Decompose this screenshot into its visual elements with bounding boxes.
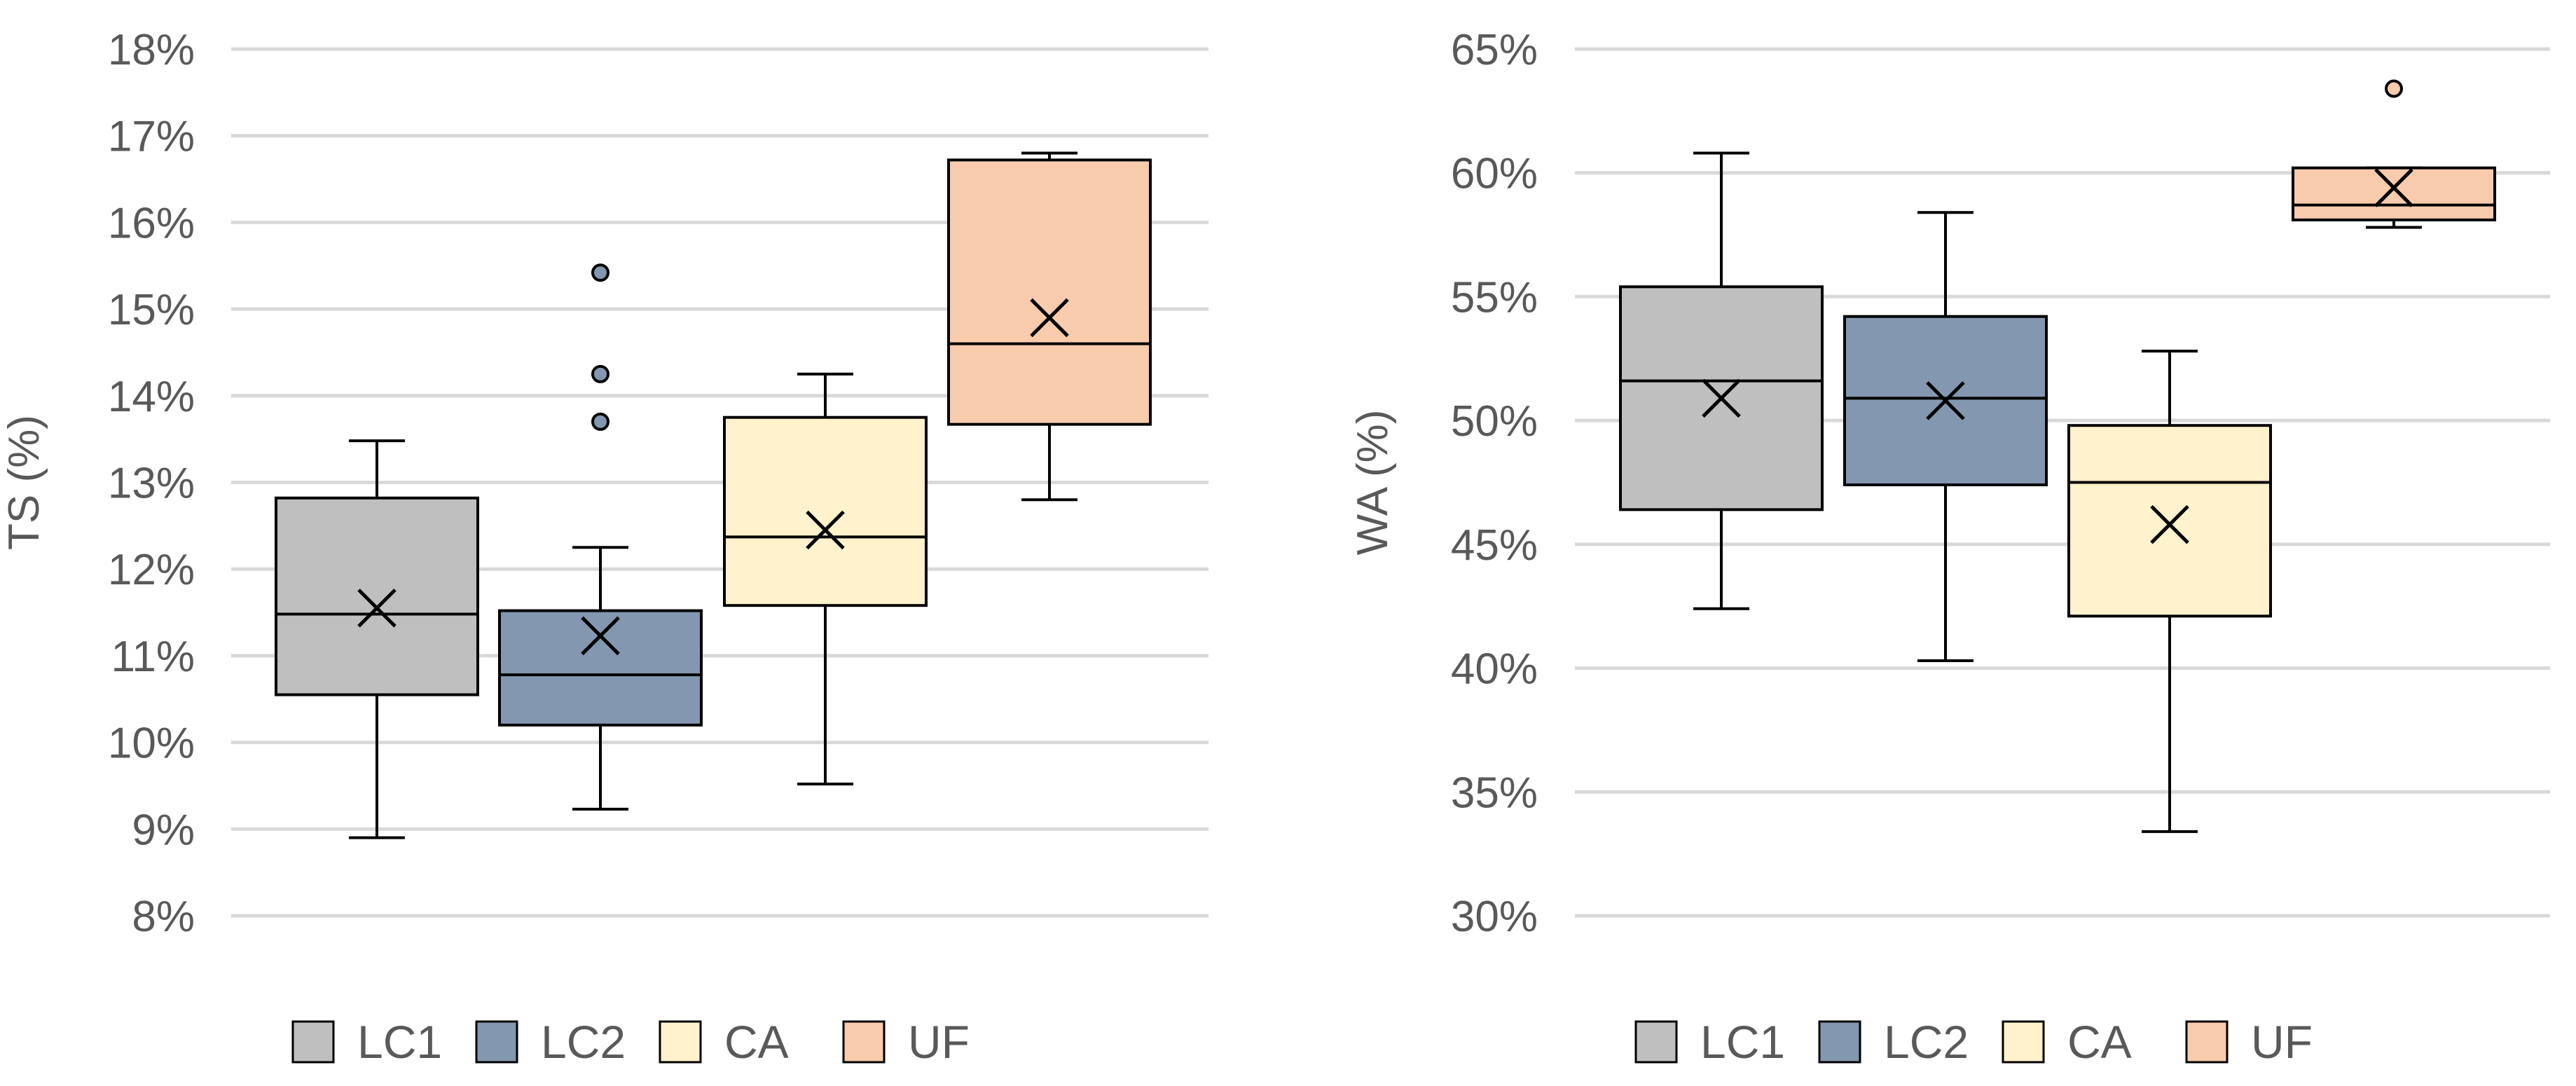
legend-item-lc1: LC1 <box>1634 1016 1785 1068</box>
box-lc1 <box>1619 151 1824 610</box>
y-tick-label: 11% <box>111 633 195 681</box>
box-ca <box>2067 350 2272 833</box>
mean-marker <box>2150 504 2189 544</box>
legend-item-uf: UF <box>2185 1016 2313 1068</box>
legend-label: LC2 <box>1884 1016 1969 1068</box>
y-tick-label: 9% <box>132 806 195 854</box>
box-lc2 <box>1843 211 2048 662</box>
iqr-box <box>947 158 1152 426</box>
y-tick-label: 8% <box>132 893 195 941</box>
iqr-box <box>723 415 928 607</box>
mean-marker <box>1030 298 1069 338</box>
y-tick-label: 60% <box>1451 150 1538 198</box>
iqr-box <box>2067 424 2272 618</box>
y-tick-label: 17% <box>108 113 195 161</box>
mean-marker <box>357 589 397 628</box>
mean-marker <box>2374 168 2413 207</box>
legend-item-lc2: LC2 <box>1818 1016 1969 1068</box>
ts-boxplot-chart: 8% 9% 10% 11% 12% 13% 14% 15% 16% 17% 18% TS (%) LC1… <box>0 26 1208 1068</box>
legend-label: LC1 <box>357 1016 442 1068</box>
y-tick-label: 40% <box>1451 645 1538 694</box>
legend-label: LC1 <box>1700 1016 1785 1068</box>
y-tick-label: 12% <box>108 546 195 594</box>
box-lc2 <box>498 263 703 811</box>
y-tick-label: 10% <box>108 720 195 768</box>
legend: LC1 LC2 CA UF <box>1634 1016 2313 1068</box>
legend-label: LC2 <box>541 1016 626 1068</box>
y-tick-label: 16% <box>108 199 195 247</box>
legend-swatch <box>1818 1020 1861 1064</box>
mean-marker <box>1926 381 1965 420</box>
iqr-box <box>2292 166 2496 221</box>
legend-swatch <box>659 1020 702 1064</box>
legend: LC1 LC2 CA UF <box>291 1016 970 1068</box>
box-lc1 <box>275 439 479 839</box>
legend-item-uf: UF <box>842 1016 970 1068</box>
legend-label: UF <box>908 1016 970 1068</box>
y-tick-label: 13% <box>108 460 195 508</box>
legend-swatch <box>475 1020 518 1064</box>
legend-swatch <box>291 1020 335 1064</box>
y-tick-label: 30% <box>1451 893 1538 941</box>
mean-marker <box>806 510 845 550</box>
mean-marker <box>581 616 620 656</box>
box-uf <box>947 151 1152 502</box>
y-tick-label: 65% <box>1451 26 1538 74</box>
wa-boxplot-chart: 30% 35% 40% 45% 50% 55% 60% 65% WA (%) LC1 LC2 CA UF <box>1349 26 2550 1068</box>
y-tick-label: 55% <box>1451 273 1538 322</box>
iqr-box <box>275 496 479 696</box>
legend-item-ca: CA <box>659 1016 789 1068</box>
legend-swatch <box>2002 1020 2045 1064</box>
legend-item-ca: CA <box>2002 1016 2132 1068</box>
outlier-point <box>591 263 609 282</box>
box-uf <box>2292 79 2496 229</box>
legend-label: CA <box>2067 1016 2132 1068</box>
mean-marker <box>1702 378 1741 418</box>
legend-swatch <box>842 1020 886 1064</box>
outlier-point <box>2385 79 2403 98</box>
y-tick-label: 14% <box>108 373 195 421</box>
legend-swatch <box>1634 1020 1678 1064</box>
box-ca <box>723 372 928 785</box>
outlier-point <box>591 412 609 431</box>
iqr-box <box>498 609 703 727</box>
legend-swatch <box>2185 1020 2229 1064</box>
y-tick-label: 35% <box>1451 769 1538 817</box>
legend-item-lc1: LC1 <box>291 1016 442 1068</box>
outlier-point <box>591 364 609 383</box>
y-tick-label: 18% <box>108 26 195 74</box>
legend-label: UF <box>2251 1016 2313 1068</box>
y-tick-label: 45% <box>1451 521 1538 570</box>
y-tick-label: 50% <box>1451 397 1538 446</box>
legend-label: CA <box>724 1016 789 1068</box>
legend-item-lc2: LC2 <box>475 1016 626 1068</box>
y-tick-label: 15% <box>108 286 195 334</box>
y-axis-title: TS (%) <box>0 415 48 550</box>
y-axis-title: WA (%) <box>1349 410 1397 556</box>
